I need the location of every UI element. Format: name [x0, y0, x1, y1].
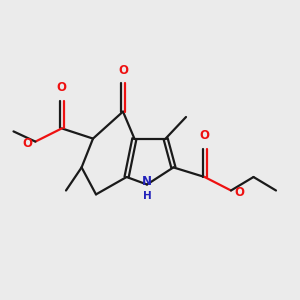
Text: O: O	[22, 136, 32, 150]
Text: H: H	[142, 191, 152, 201]
Text: O: O	[57, 81, 67, 94]
Text: O: O	[200, 129, 210, 142]
Text: N: N	[142, 175, 152, 188]
Text: O: O	[118, 64, 128, 77]
Text: O: O	[234, 185, 244, 199]
